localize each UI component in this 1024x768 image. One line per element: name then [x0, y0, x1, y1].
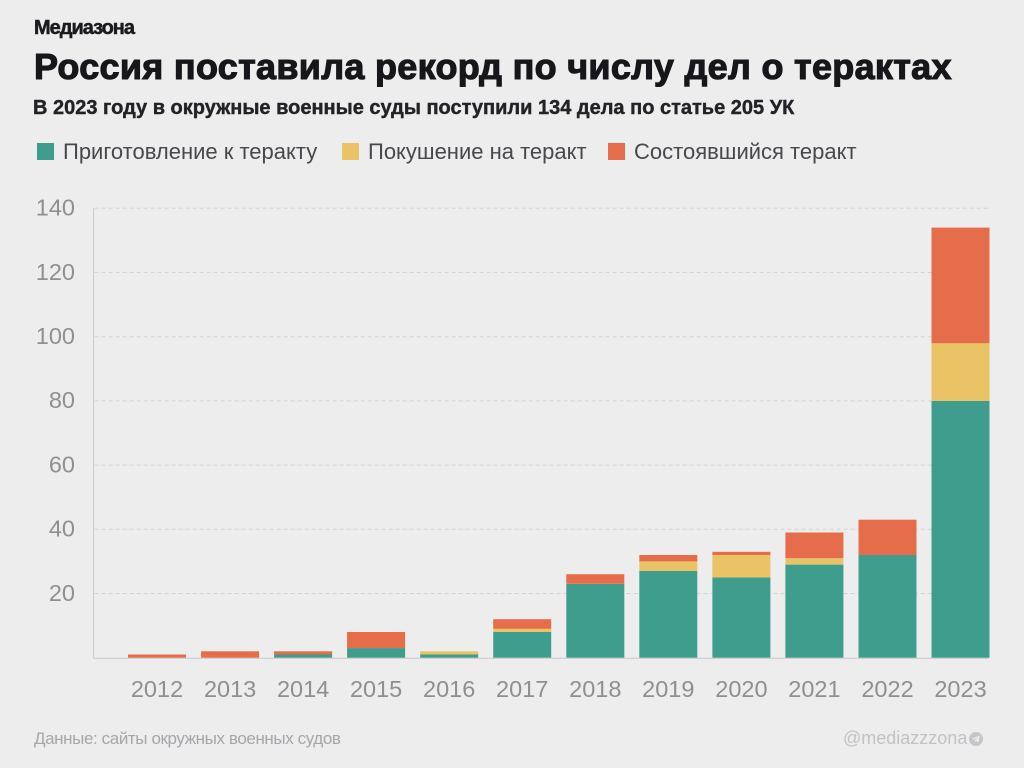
svg-text:2021: 2021: [788, 676, 840, 702]
svg-text:60: 60: [49, 451, 75, 477]
svg-text:2015: 2015: [350, 676, 402, 702]
svg-text:100: 100: [36, 323, 75, 349]
svg-text:2022: 2022: [861, 676, 913, 702]
svg-text:2020: 2020: [715, 676, 767, 702]
svg-text:2018: 2018: [569, 676, 621, 702]
svg-text:2023: 2023: [934, 676, 986, 702]
svg-text:80: 80: [49, 387, 75, 413]
svg-text:2012: 2012: [131, 676, 183, 702]
svg-text:120: 120: [36, 259, 75, 285]
svg-text:2019: 2019: [642, 676, 694, 702]
svg-text:2013: 2013: [204, 676, 256, 702]
svg-text:20: 20: [49, 580, 75, 606]
svg-text:2017: 2017: [496, 676, 548, 702]
svg-text:2016: 2016: [423, 676, 475, 702]
svg-text:40: 40: [49, 516, 75, 542]
svg-text:2014: 2014: [277, 676, 329, 702]
svg-text:140: 140: [36, 195, 75, 221]
